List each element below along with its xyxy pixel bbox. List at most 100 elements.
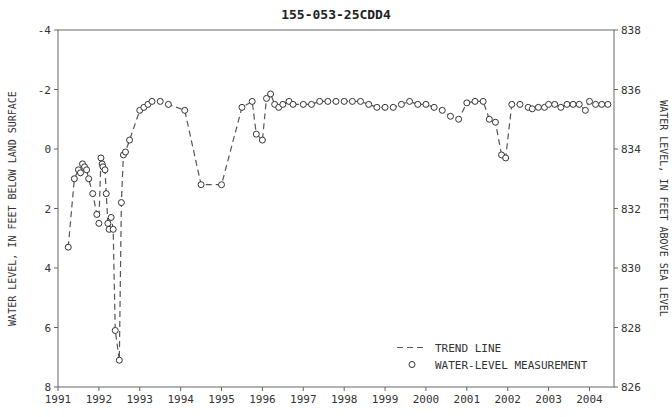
measurement-point	[219, 182, 225, 188]
y2-tick	[614, 387, 618, 388]
measurement-point	[103, 191, 109, 197]
x-tick-label: 2003	[535, 393, 562, 406]
measurement-point	[65, 244, 71, 250]
x-tick-label: 1995	[208, 393, 235, 406]
x-tick-label: 1999	[372, 393, 399, 406]
measurement-point	[77, 170, 83, 176]
plot-data	[65, 91, 611, 363]
measurement-point	[122, 149, 128, 155]
measurement-point	[127, 137, 133, 143]
measurement-point	[358, 98, 364, 104]
x-tick-label: 1994	[167, 393, 194, 406]
measurement-point	[599, 101, 605, 107]
x-tick	[385, 387, 386, 391]
y2-tick	[614, 149, 618, 150]
measurement-point	[349, 98, 355, 104]
y-tick-label: -4	[38, 24, 52, 37]
measurement-point	[586, 98, 592, 104]
y-tick	[54, 327, 58, 328]
x-tick-label: 1993	[127, 393, 154, 406]
measurement-point	[576, 101, 582, 107]
y2-tick	[614, 327, 618, 328]
x-tick	[507, 387, 508, 391]
trend-line	[68, 94, 608, 360]
x-tick	[262, 387, 263, 391]
measurement-point	[300, 101, 306, 107]
measurement-point	[112, 327, 118, 333]
x-tick	[139, 387, 140, 391]
y-tick-label: 4	[44, 262, 51, 275]
y2-tick	[614, 268, 618, 269]
measurement-point	[558, 104, 564, 110]
measurement-point	[423, 101, 429, 107]
measurement-point	[116, 357, 122, 363]
chart: 1991199219931994199519961997199819992000…	[0, 0, 672, 417]
x-tick-label: 1997	[290, 393, 317, 406]
measurement-point	[390, 104, 396, 110]
y-tick	[54, 208, 58, 209]
y2-axis-label: WATER LEVEL, IN FEET ABOVE SEA LEVEL	[658, 100, 669, 317]
measurement-point	[259, 137, 265, 143]
measurement-point	[94, 211, 100, 217]
y-tick	[54, 387, 58, 388]
measurement-point	[105, 220, 111, 226]
x-tick-label: 2001	[454, 393, 481, 406]
measurement-point	[96, 220, 102, 226]
x-tick	[589, 387, 590, 391]
measurement-point	[582, 107, 588, 113]
y2-tick-label: 836	[621, 84, 641, 97]
x-tick-label: 2000	[413, 393, 440, 406]
background	[0, 0, 672, 417]
legend-label: TREND LINE	[435, 342, 501, 355]
x-tick-label: 1996	[249, 393, 276, 406]
x-tick	[303, 387, 304, 391]
x-tick	[425, 387, 426, 391]
y-axis-label: WATER LEVEL, IN FEET BELOW LAND SURFACE	[7, 91, 18, 326]
y2-tick	[614, 30, 618, 31]
x-tick	[548, 387, 549, 391]
measurement-point	[165, 101, 171, 107]
measurement-point	[366, 101, 372, 107]
x-tick	[58, 387, 59, 391]
measurement-point	[456, 116, 462, 122]
measurement-point	[564, 101, 570, 107]
x-tick	[180, 387, 181, 391]
measurement-point	[239, 104, 245, 110]
y2-tick-label: 834	[621, 143, 641, 156]
y2-tick-label: 826	[621, 381, 641, 394]
measurement-point	[102, 167, 108, 173]
measurement-point	[157, 98, 163, 104]
title: 155-053-25CDD4	[281, 7, 391, 22]
measurement-point	[486, 116, 492, 122]
measurement-point	[382, 104, 388, 110]
y-tick	[54, 268, 58, 269]
measurement-point	[182, 107, 188, 113]
measurement-point	[472, 98, 478, 104]
x-tick-label: 1991	[45, 393, 72, 406]
y2-tick	[614, 208, 618, 209]
measurement-point	[98, 155, 104, 161]
y2-tick-label: 838	[621, 24, 641, 37]
measurement-point	[415, 101, 421, 107]
measurement-point	[290, 101, 296, 107]
y2-tick-label: 828	[621, 322, 641, 335]
measurement-point	[464, 100, 470, 106]
measurement-point	[552, 101, 558, 107]
measurement-point	[308, 101, 314, 107]
measurement-point	[509, 101, 515, 107]
x-tick	[221, 387, 222, 391]
measurement-point	[439, 107, 445, 113]
measurement-point	[503, 155, 509, 161]
measurement-point	[86, 176, 92, 182]
measurement-point	[90, 191, 96, 197]
measurement-point	[398, 101, 404, 107]
measurement-point	[546, 101, 552, 107]
y2-tick-label: 830	[621, 262, 641, 275]
measurement-point	[593, 101, 599, 107]
x-tick	[344, 387, 345, 391]
measurement-point	[517, 101, 523, 107]
legend: TREND LINEWATER-LEVEL MEASUREMENT	[397, 342, 588, 372]
measurement-point	[325, 98, 331, 104]
measurement-point	[110, 226, 116, 232]
y-tick-label: 0	[44, 143, 51, 156]
